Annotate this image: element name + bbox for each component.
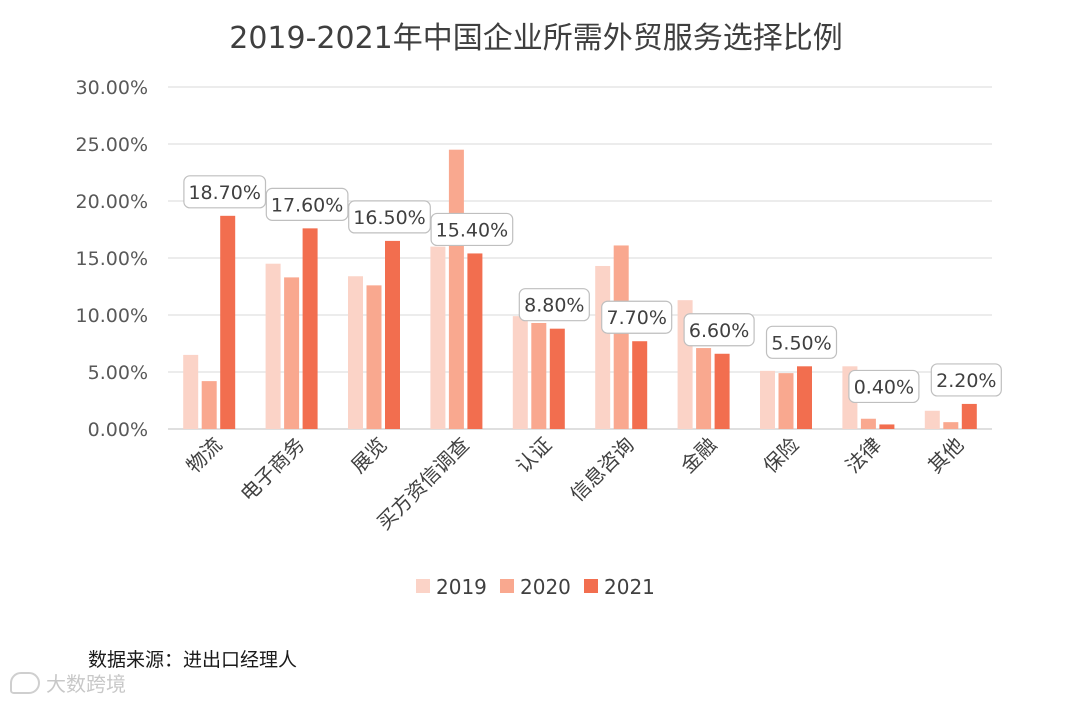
bar-2019 — [348, 276, 363, 429]
data-label: 5.50% — [765, 325, 838, 359]
y-tick-label: 25.00% — [76, 134, 148, 156]
data-label: 2.20% — [930, 363, 1002, 397]
legend: 2019 2020 2021 — [416, 575, 655, 599]
bar-2020 — [531, 322, 547, 429]
x-category-label: 保险 — [758, 433, 803, 478]
data-label-text: 0.40% — [854, 376, 914, 398]
data-label-box — [683, 313, 755, 347]
x-category-label: 法律 — [841, 433, 886, 478]
data-label-text: 17.60% — [271, 194, 343, 216]
y-axis-ticks: 0.00% 5.00% 10.00% 15.00% 20.00% 25.00% 30.00% — [76, 77, 148, 441]
data-label: 18.70% — [183, 175, 267, 209]
bar-2021 — [549, 328, 565, 429]
data-label: 15.40% — [430, 212, 514, 247]
data-label: 0.40% — [848, 369, 920, 404]
bar-2020 — [448, 149, 464, 429]
data-label-box — [518, 288, 590, 322]
bar-2021 — [797, 366, 812, 429]
bar-2019 — [924, 410, 940, 429]
data-label: 7.70% — [601, 300, 673, 334]
legend-item-2021: 2021 — [584, 575, 655, 599]
bar-2021 — [467, 253, 483, 429]
bar-2019 — [512, 316, 528, 429]
x-category-label: 电子商务 — [236, 433, 310, 507]
data-label: 8.80% — [518, 288, 590, 322]
legend-item-2019: 2019 — [416, 575, 487, 599]
data-label-text: 8.80% — [524, 295, 584, 317]
data-label-box — [183, 175, 267, 209]
y-tick-label: 0.00% — [88, 419, 148, 441]
data-label-text: 18.70% — [188, 182, 260, 204]
data-label-box — [348, 200, 431, 234]
data-label-text: 16.50% — [353, 207, 425, 229]
data-label-box — [930, 363, 1002, 397]
y-tick-label: 15.00% — [76, 248, 148, 270]
bar-2021 — [961, 403, 977, 429]
data-label: 17.60% — [265, 187, 349, 221]
bar-2020 — [201, 381, 217, 429]
x-category-label: 认证 — [511, 433, 556, 478]
bar-2021 — [714, 353, 730, 429]
bar-2019 — [760, 370, 775, 429]
legend-label: 2019 — [436, 575, 487, 599]
x-category-label: 展览 — [346, 433, 391, 478]
data-label-box — [601, 300, 673, 334]
bar-2020 — [696, 348, 712, 429]
watermark-logo-icon — [10, 671, 40, 694]
data-label-text: 7.70% — [607, 307, 667, 329]
bar-2019 — [595, 265, 611, 429]
legend-label: 2021 — [604, 575, 655, 599]
y-tick-label: 10.00% — [76, 305, 148, 327]
legend-label: 2020 — [520, 575, 571, 599]
watermark: 大数跨境 — [10, 668, 126, 697]
chart-title: 2019-2021年中国企业所需外贸服务选择比例 — [229, 21, 843, 56]
bar-2021 — [220, 215, 236, 429]
data-label-box — [765, 325, 838, 359]
data-label-text: 15.40% — [436, 219, 508, 241]
bar-2021 — [879, 424, 895, 429]
data-label-box — [265, 187, 349, 221]
y-tick-label: 30.00% — [76, 77, 148, 99]
bar-2020 — [366, 285, 382, 429]
legend-swatch — [584, 579, 598, 593]
bar-2020 — [284, 277, 300, 429]
legend-swatch — [416, 579, 430, 593]
data-labels: 18.70% 17.60% 16.50% 15.40% 8.80% 7.70% 6.60% 5… — [183, 175, 1002, 404]
data-label-text: 5.50% — [771, 332, 831, 354]
legend-swatch — [500, 579, 514, 593]
x-category-label: 金融 — [676, 433, 721, 478]
source-note: 数据来源：进出口经理人 — [88, 649, 298, 671]
data-label-text: 6.60% — [689, 320, 749, 342]
legend-item-2020: 2020 — [500, 575, 571, 599]
x-category-label: 其他 — [923, 433, 968, 478]
data-label-box — [430, 212, 514, 247]
x-category-label: 信息咨询 — [565, 433, 639, 507]
data-label-box — [848, 369, 920, 404]
bar-2019 — [183, 354, 199, 429]
bar-2020 — [943, 422, 959, 429]
bar-2021 — [302, 228, 318, 429]
y-tick-label: 5.00% — [88, 362, 148, 384]
data-label: 16.50% — [348, 200, 431, 234]
y-tick-label: 20.00% — [76, 191, 148, 213]
watermark-text: 大数跨境 — [46, 672, 126, 696]
bar-2020 — [613, 245, 629, 429]
bar-2020 — [778, 373, 794, 429]
x-category-label: 物流 — [181, 433, 226, 478]
data-label-text: 2.20% — [936, 370, 996, 392]
bar-2019 — [265, 263, 281, 429]
data-label: 6.60% — [683, 313, 755, 347]
bar-2020 — [860, 418, 876, 429]
bar-2021 — [385, 240, 400, 429]
bar-2019 — [430, 246, 446, 429]
bar-2021 — [632, 341, 648, 429]
